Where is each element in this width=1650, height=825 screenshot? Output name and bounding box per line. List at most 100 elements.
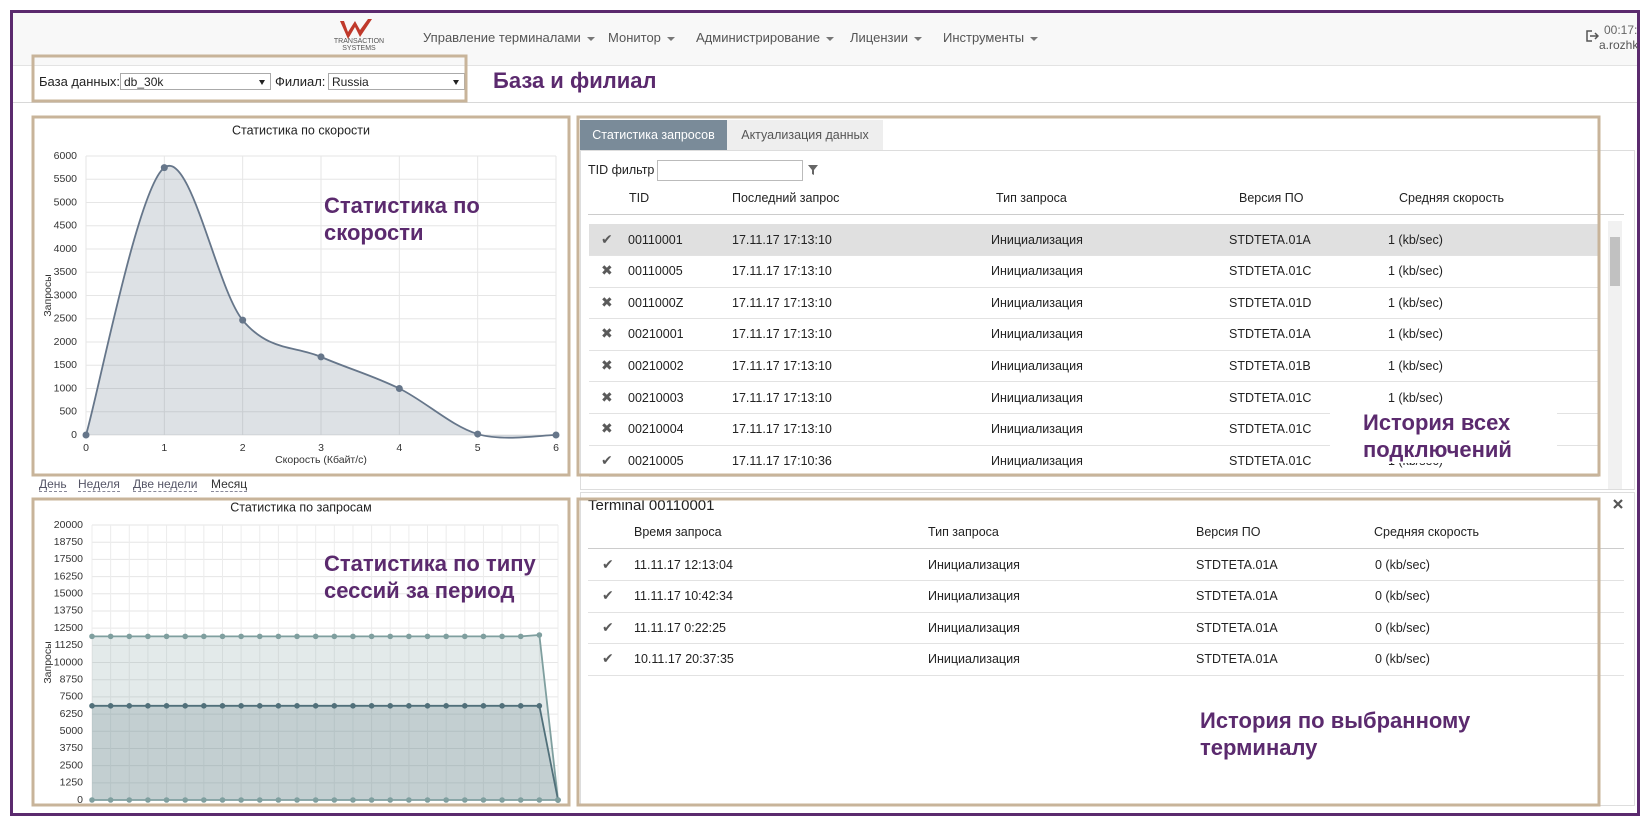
table-cell: STDTETA.01A xyxy=(1229,326,1311,342)
table-cell: Инициализация xyxy=(991,232,1083,248)
table-cell: 00210004 xyxy=(628,421,684,437)
table-cell: STDTETA.01D xyxy=(1229,295,1311,311)
table-cell: Инициализация xyxy=(991,421,1083,437)
column-header: Тип запроса xyxy=(928,524,999,540)
table-cell: STDTETA.01A xyxy=(1196,651,1278,667)
logout-icon[interactable] xyxy=(1585,29,1599,43)
table-cell: Инициализация xyxy=(928,651,1020,667)
table-cell: 00210005 xyxy=(628,453,684,469)
menu-item[interactable]: Монитор xyxy=(608,30,675,46)
table-cell: Инициализация xyxy=(928,588,1020,604)
table-cell: 11.11.17 0:22:25 xyxy=(634,620,726,636)
caret xyxy=(667,37,675,41)
period-link[interactable]: Месяц xyxy=(211,477,247,492)
select-value: db_30k xyxy=(124,74,163,90)
table-cell: 1 (kb/sec) xyxy=(1388,326,1443,342)
table-cell: 00210003 xyxy=(628,390,684,406)
column-header: Средняя скорость xyxy=(1399,190,1504,206)
table-row[interactable]: ✖0011000517.11.17 17:13:10ИнициализацияS… xyxy=(589,256,1599,288)
table-cell: STDTETA.01A xyxy=(1196,557,1278,573)
table-cell: 17.11.17 17:13:10 xyxy=(732,263,832,279)
table-cell: 1 (kb/sec) xyxy=(1388,232,1443,248)
status-icon: ✔ xyxy=(601,453,613,469)
table-row[interactable]: ✖0021000317.11.17 17:13:10ИнициализацияS… xyxy=(589,382,1599,414)
status-icon: ✖ xyxy=(601,358,613,374)
table-cell: 1 (kb/sec) xyxy=(1388,421,1443,437)
table-cell: Инициализация xyxy=(991,326,1083,342)
table-cell: 00210002 xyxy=(628,358,684,374)
status-icon: ✔ xyxy=(601,232,613,248)
status-icon: ✖ xyxy=(601,326,613,342)
table-cell: 17.11.17 17:13:10 xyxy=(732,421,832,437)
table-row[interactable]: ✖ 00210004 17.11.17 17:13:10 Инициализация S… xyxy=(589,414,1599,446)
table-cell: STDTETA.01C xyxy=(1229,421,1311,437)
table-cell: 1 (kb/sec) xyxy=(1388,358,1443,374)
table-cell: STDTETA.01C xyxy=(1229,263,1311,279)
period-link[interactable]: Неделя xyxy=(78,477,120,492)
table-cell: 0 (kb/sec) xyxy=(1375,651,1430,667)
table-cell: 0 (kb/sec) xyxy=(1375,620,1430,636)
table-cell: 1 (kb/sec) xyxy=(1388,453,1443,469)
menu-item[interactable]: Администрирование xyxy=(696,30,834,46)
table-cell: 0 (kb/sec) xyxy=(1375,588,1430,604)
column-header: Тип запроса xyxy=(996,190,1067,206)
menu-item[interactable]: Лицензии xyxy=(850,30,922,46)
select-arrow xyxy=(453,80,459,85)
column-header: Средняя скорость xyxy=(1374,524,1479,540)
tid-filter-input[interactable] xyxy=(657,160,803,181)
table-cell: Инициализация xyxy=(928,620,1020,636)
table-row[interactable]: ✖0021000217.11.17 17:13:10ИнициализацияS… xyxy=(589,350,1599,382)
table-cell: STDTETA.01A xyxy=(1229,232,1311,248)
table-row[interactable]: ✖0021000117.11.17 17:13:10ИнициализацияS… xyxy=(589,319,1599,351)
table-cell: 17.11.17 17:13:10 xyxy=(732,358,832,374)
status-icon: ✔ xyxy=(602,588,614,604)
table-row: ✔11.11.17 10:42:34ИнициализацияSTDTETA.0… xyxy=(588,581,1624,613)
table-row: ✔10.11.17 20:37:35ИнициализацияSTDTETA.0… xyxy=(588,644,1624,676)
table-cell: STDTETA.01C xyxy=(1229,390,1311,406)
panel-title: Terminal 00110001 xyxy=(588,498,714,514)
filter-label: TID фильтр xyxy=(588,162,654,178)
status-icon: ✖ xyxy=(601,421,613,437)
filter-label: Филиал: xyxy=(275,74,325,90)
menu-item[interactable]: Управление терминалами xyxy=(423,30,595,46)
table-cell: 1 (kb/sec) xyxy=(1388,263,1443,279)
table-row[interactable]: ✔0021000517.11.17 17:10:36ИнициализацияS… xyxy=(589,445,1599,477)
scroll-thumb[interactable] xyxy=(1610,237,1620,286)
table-cell: Инициализация xyxy=(928,557,1020,573)
separator xyxy=(13,102,1637,103)
caret xyxy=(1030,37,1038,41)
table-cell: 17.11.17 17:10:36 xyxy=(732,453,832,469)
caret xyxy=(914,37,922,41)
column-header: TID xyxy=(629,190,649,206)
scrollbar[interactable] xyxy=(1608,221,1622,489)
table-row: ✔11.11.17 0:22:25ИнициализацияSTDTETA.01… xyxy=(588,612,1624,644)
column-header: Последний запрос xyxy=(732,190,839,206)
tab[interactable]: Актуализация данных xyxy=(727,120,883,150)
table-cell: 11.11.17 10:42:34 xyxy=(634,588,733,604)
table-cell: 00210001 xyxy=(628,326,684,342)
status-icon: ✔ xyxy=(602,557,614,573)
period-link[interactable]: День xyxy=(39,477,67,492)
table-cell: 0011000Z xyxy=(628,295,683,311)
table-cell: 17.11.17 17:13:10 xyxy=(732,390,832,406)
table-cell: 00110005 xyxy=(628,263,683,279)
header-rule xyxy=(588,214,1624,215)
caret xyxy=(587,37,595,41)
status-icon: ✔ xyxy=(602,651,614,667)
table-row[interactable]: ✖0011000Z17.11.17 17:13:10ИнициализацияS… xyxy=(589,287,1599,319)
table-cell: 17.11.17 17:13:10 xyxy=(732,232,832,248)
select[interactable]: Russia xyxy=(328,73,465,90)
table-cell: Инициализация xyxy=(991,453,1083,469)
menu-item[interactable]: Инструменты xyxy=(943,30,1038,46)
filter-icon[interactable] xyxy=(807,164,819,176)
column-header: Время запроса xyxy=(634,524,722,540)
select[interactable]: db_30k xyxy=(120,73,271,90)
period-link[interactable]: Две недели xyxy=(133,477,197,492)
user-name: a.rozhk xyxy=(1599,37,1638,53)
table-cell: Инициализация xyxy=(991,390,1083,406)
close-button[interactable] xyxy=(1612,498,1624,510)
select-value: Russia xyxy=(332,74,369,90)
table-row[interactable]: ✔0011000117.11.17 17:13:10ИнициализацияS… xyxy=(589,224,1599,256)
tab[interactable]: Статистика запросов xyxy=(580,120,727,150)
